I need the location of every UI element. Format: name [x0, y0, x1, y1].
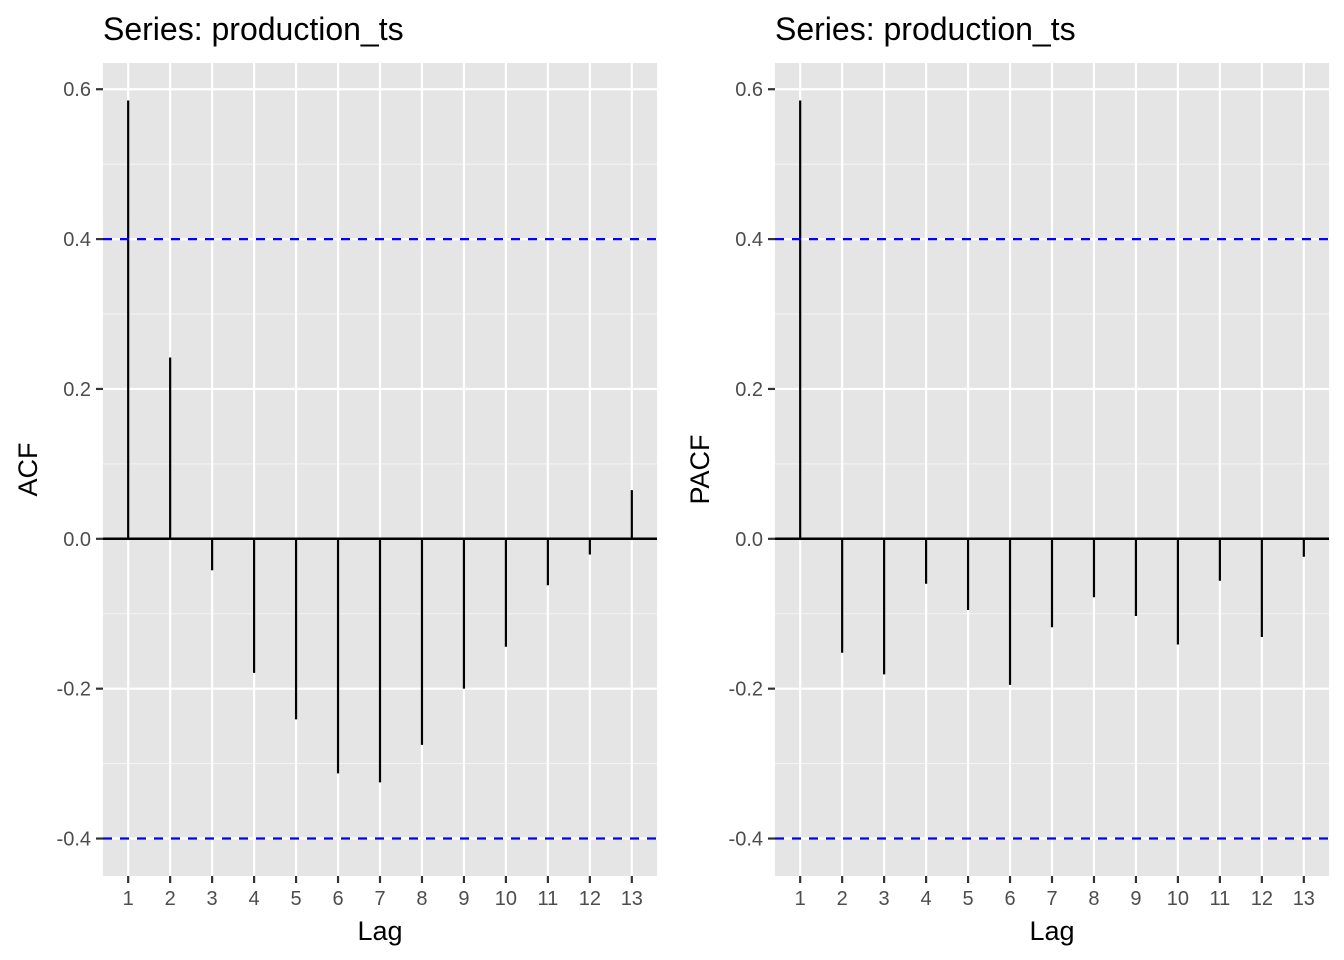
x-tick-label: 9: [1130, 888, 1141, 910]
pacf-panel: -0.4-0.20.00.20.40.61 2 3 4 5 6 7 8 9 10 11 12 13Lag…: [685, 11, 1329, 946]
y-tick-label: 0.0: [735, 529, 763, 551]
y-tick-label: -0.4: [729, 829, 763, 851]
x-tick-label: 13: [621, 888, 643, 910]
x-axis-title: Lag: [357, 916, 402, 946]
x-tick-label: 3: [207, 888, 218, 910]
x-tick-label: 7: [1046, 888, 1057, 910]
y-tick-label: 0.6: [63, 79, 91, 101]
y-tick-label: 0.4: [63, 229, 91, 251]
x-tick-label: 7: [374, 888, 385, 910]
x-tick-label: 1: [795, 888, 806, 910]
x-tick-label: 10: [1167, 888, 1189, 910]
y-tick-label: 0.0: [63, 529, 91, 551]
y-tick-label: 0.2: [735, 379, 763, 401]
x-tick-label: 11: [537, 888, 558, 910]
x-tick-label: 1: [123, 888, 134, 910]
x-tick-label: 13: [1293, 888, 1315, 910]
x-tick-label: 12: [1251, 888, 1273, 910]
y-tick-label: -0.4: [57, 829, 91, 851]
plot-title: Series: production_ts: [103, 11, 404, 47]
x-axis-title: Lag: [1029, 916, 1074, 946]
y-tick-label: 0.2: [63, 379, 91, 401]
x-tick-label: 4: [921, 888, 932, 910]
x-tick-label: 11: [1209, 888, 1230, 910]
y-tick-label: 0.6: [735, 79, 763, 101]
x-tick-label: 8: [1088, 888, 1099, 910]
x-tick-label: 6: [1004, 888, 1015, 910]
y-tick-label: -0.2: [57, 679, 91, 701]
x-tick-label: 8: [416, 888, 427, 910]
plot-title: Series: production_ts: [775, 11, 1076, 47]
x-tick-label: 5: [962, 888, 973, 910]
x-tick-label: 3: [879, 888, 890, 910]
x-tick-label: 6: [332, 888, 343, 910]
x-tick-label: 2: [165, 888, 176, 910]
x-tick-label: 9: [458, 888, 469, 910]
y-tick-label: -0.2: [729, 679, 763, 701]
x-tick-label: 10: [495, 888, 517, 910]
y-axis-title: ACF: [13, 443, 43, 497]
y-tick-label: 0.4: [735, 229, 763, 251]
x-tick-label: 2: [837, 888, 848, 910]
x-tick-label: 4: [249, 888, 260, 910]
y-axis-title: PACF: [685, 434, 715, 504]
x-tick-label: 5: [290, 888, 301, 910]
x-tick-label: 12: [579, 888, 601, 910]
acf-panel: -0.4-0.20.00.20.40.61 2 3 4 5 6 7 8 9 10 11 12 13Lag…: [13, 11, 657, 946]
